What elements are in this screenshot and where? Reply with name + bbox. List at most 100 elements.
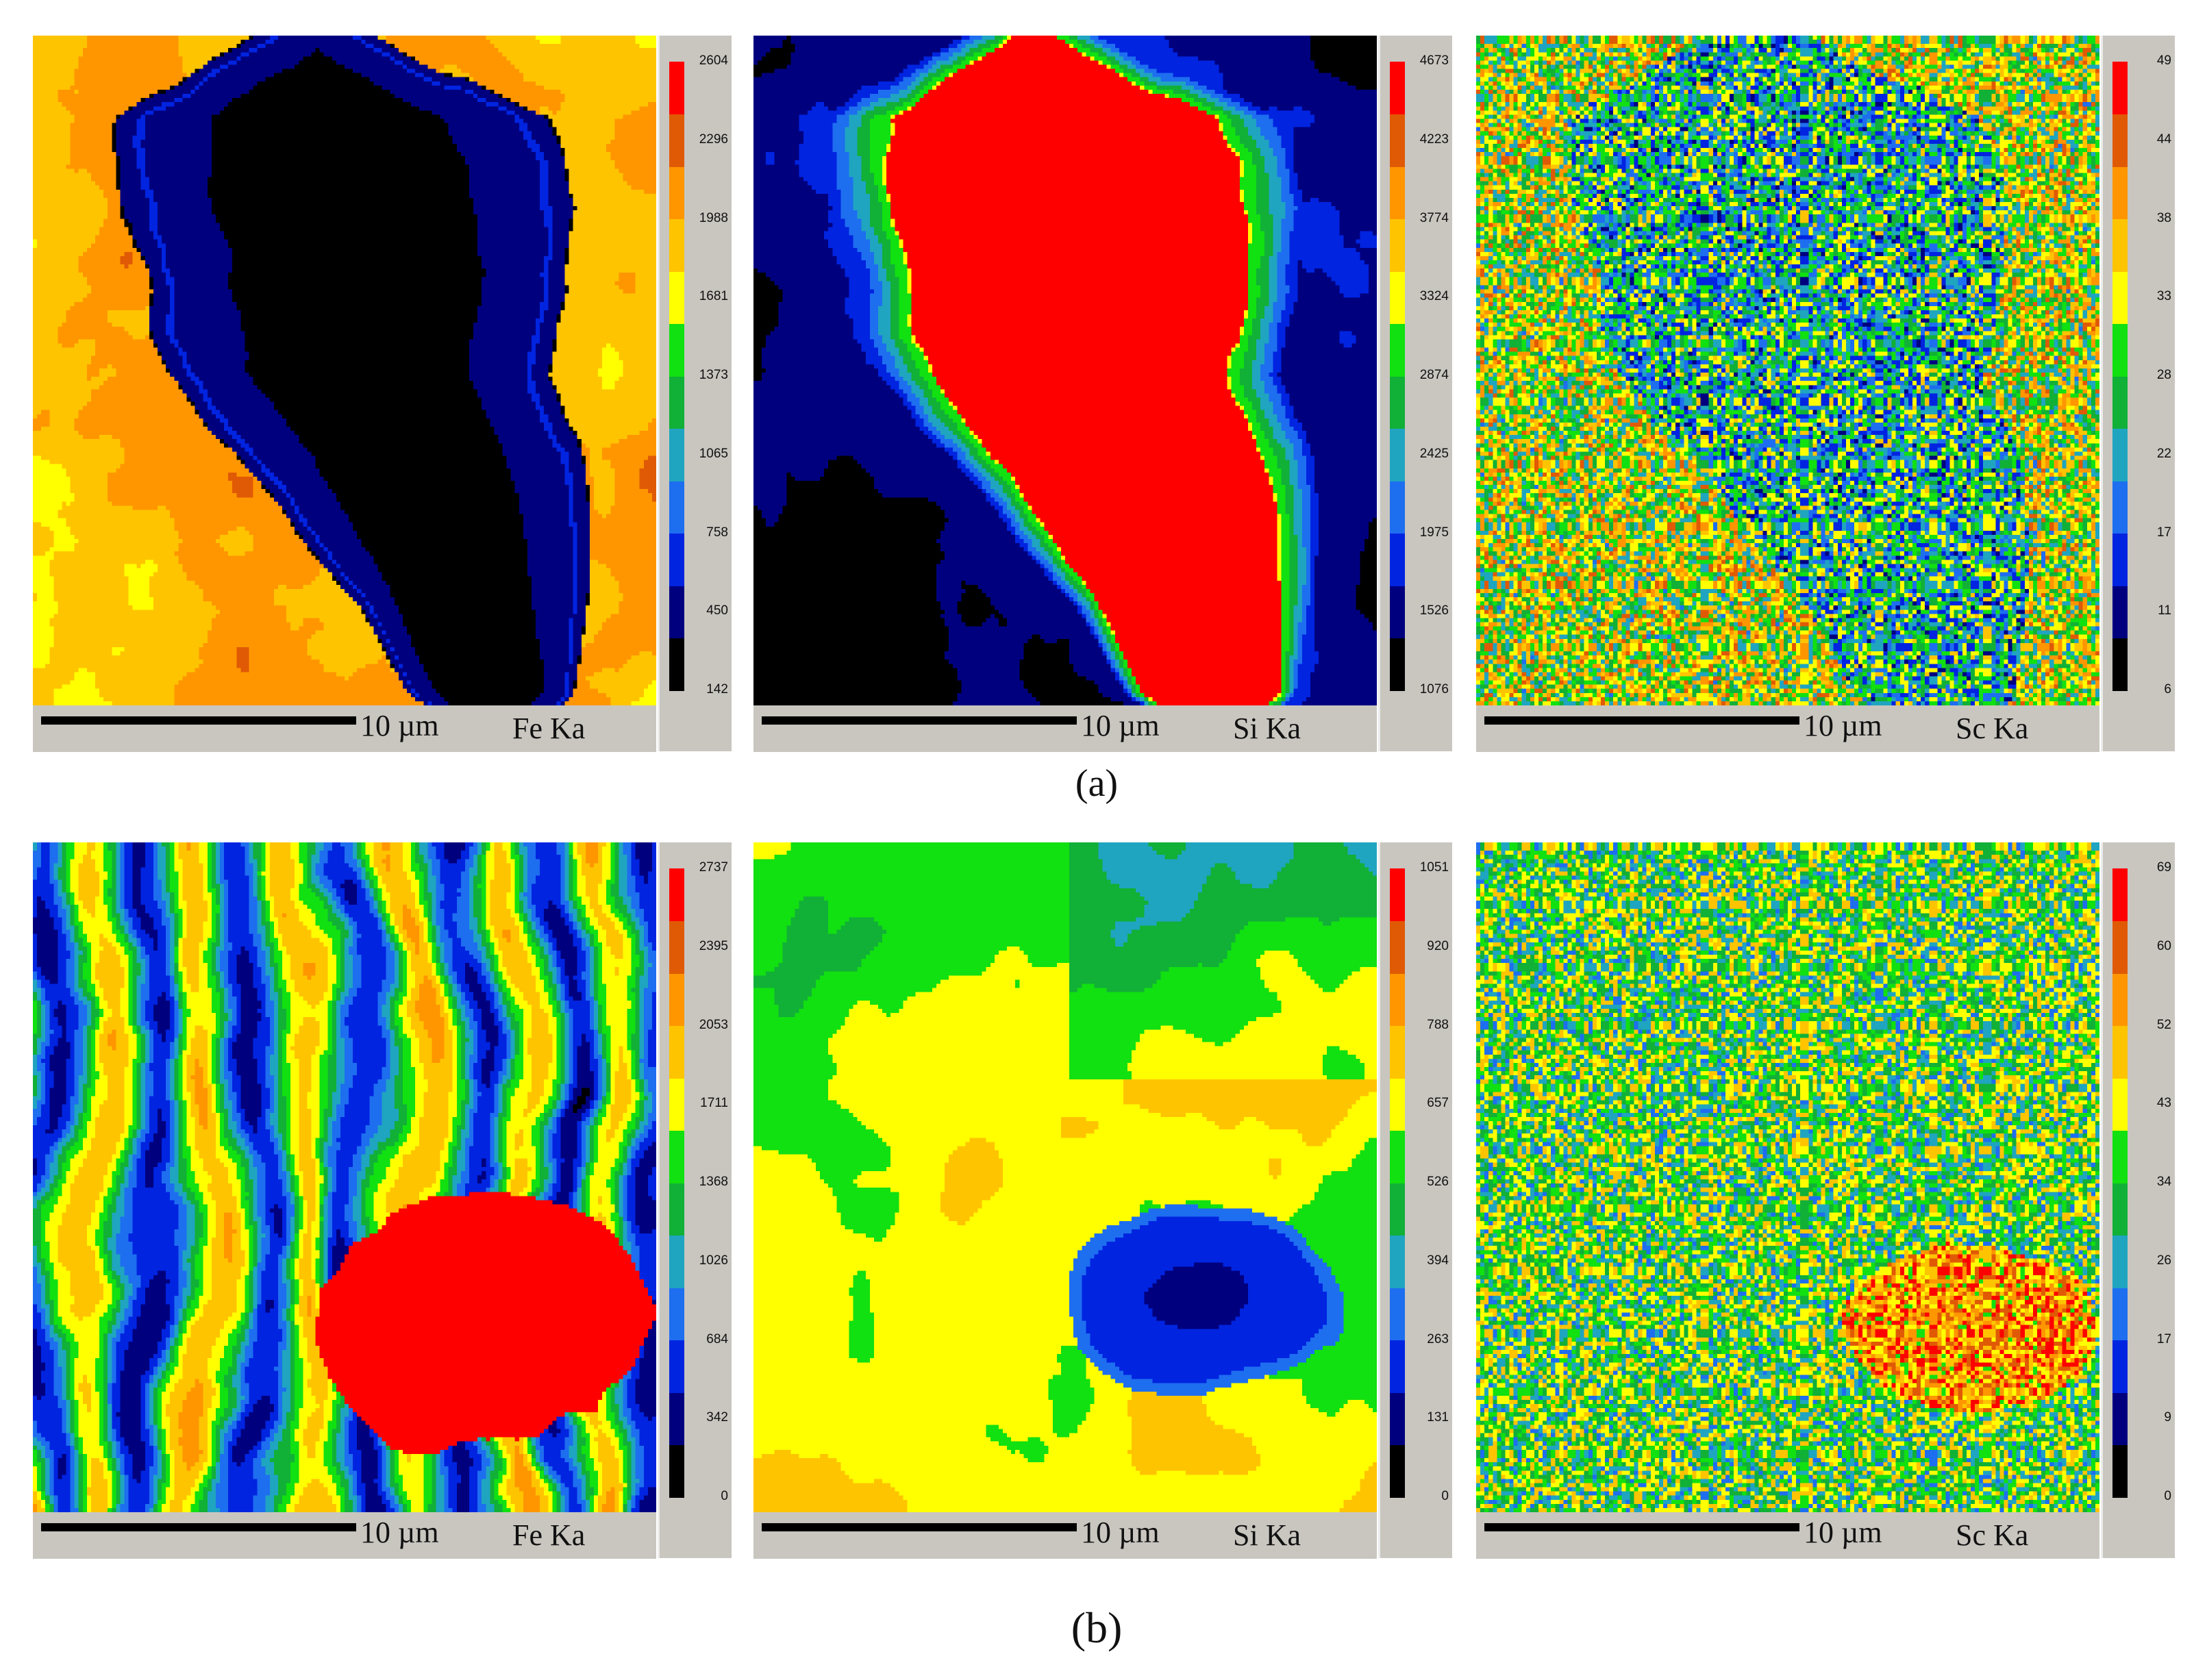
legend-tick-label: 788 <box>1427 1017 1449 1032</box>
legend-swatch <box>669 1183 684 1236</box>
color-scale-legend: 1051 920 788 657 526 394 263 131 0 <box>1378 842 1452 1558</box>
legend-swatch <box>2112 271 2128 324</box>
legend-tick-label: 450 <box>706 603 728 618</box>
map-panel-b-si: 10 µm Si Ka 1051 920 788 657 526 394 263 131 0 <box>753 842 1452 1559</box>
legend-swatch <box>1390 586 1405 638</box>
legend-tick-label: 684 <box>706 1331 728 1346</box>
legend-swatch <box>2112 868 2128 921</box>
legend-tick-label: 26 <box>2156 1253 2171 1268</box>
legend-swatch <box>669 1444 684 1498</box>
color-scale-legend: 4673 4223 3774 3324 2874 2425 1975 1526 1076 <box>1378 36 1452 751</box>
legend-swatch <box>669 586 684 638</box>
legend-tick-label: 2604 <box>699 53 728 68</box>
legend-tick-label: 9 <box>2164 1410 2171 1425</box>
scale-bar-label: 10 µm <box>1081 709 1160 742</box>
legend-tick-label: 1681 <box>699 289 728 304</box>
caption-a: (a) <box>1075 762 1119 805</box>
scale-bar <box>762 1523 1077 1531</box>
legend-swatch <box>1390 1183 1405 1236</box>
element-map-image <box>753 842 1377 1512</box>
legend-tick-label: 657 <box>1427 1096 1449 1111</box>
legend-swatch <box>669 638 684 691</box>
legend-swatch <box>1390 1235 1405 1288</box>
legend-swatch <box>1390 323 1405 377</box>
element-map-image <box>33 36 656 705</box>
legend-swatch <box>1390 1392 1405 1445</box>
legend-swatch <box>2112 1078 2128 1131</box>
legend-tick-label: 4673 <box>1419 53 1449 68</box>
legend-swatch <box>2112 481 2128 534</box>
legend-swatch <box>1390 1340 1405 1393</box>
legend-swatch <box>669 271 684 324</box>
scale-bar <box>41 1523 356 1531</box>
legend-swatch <box>1390 166 1405 219</box>
legend-tick-label: 0 <box>2164 1489 2171 1503</box>
legend-tick-label: 3324 <box>1419 289 1449 304</box>
color-scale-legend: 69 60 52 43 34 26 17 9 0 <box>2101 842 2175 1558</box>
legend-swatch <box>1390 114 1405 167</box>
legend-swatch <box>669 1392 684 1445</box>
scale-bar-label: 10 µm <box>1081 1516 1160 1549</box>
legend-swatch <box>2112 166 2128 219</box>
legend-tick-label: 3774 <box>1419 210 1449 225</box>
legend-swatch <box>2112 1288 2128 1340</box>
legend-tick-label: 22 <box>2156 446 2171 461</box>
legend-swatch <box>669 62 684 114</box>
legend-tick-label: 1975 <box>1419 525 1449 540</box>
legend-swatch <box>669 1078 684 1131</box>
legend-tick-label: 49 <box>2156 53 2171 68</box>
legend-tick-label: 69 <box>2156 860 2171 875</box>
element-label: Si Ka <box>1233 1518 1301 1552</box>
legend-swatch <box>1390 973 1405 1026</box>
legend-tick-label: 52 <box>2156 1017 2171 1032</box>
legend-tick-label: 1988 <box>699 210 728 225</box>
legend-swatch <box>669 1235 684 1288</box>
element-map-image <box>1476 36 2099 705</box>
legend-swatch <box>2112 1235 2128 1288</box>
legend-swatch <box>2112 1183 2128 1236</box>
legend-swatch <box>1390 481 1405 534</box>
legend-tick-label: 11 <box>2158 603 2171 618</box>
legend-swatch <box>2112 973 2128 1026</box>
legend-swatch <box>1390 428 1405 481</box>
map-panel-a-sc: 10 µm Sc Ka 49 44 38 33 28 22 17 11 6 <box>1476 36 2175 752</box>
scale-bar <box>762 716 1077 725</box>
legend-tick-label: 2395 <box>699 938 728 953</box>
legend-swatch <box>1390 1444 1405 1498</box>
legend-swatch <box>2112 1340 2128 1393</box>
legend-swatch <box>2112 323 2128 377</box>
legend-tick-label: 263 <box>1427 1331 1449 1346</box>
scale-bar <box>1484 1523 1799 1531</box>
legend-swatch <box>1390 638 1405 691</box>
legend-tick-label: 2425 <box>1419 446 1449 461</box>
legend-swatch <box>1390 1288 1405 1340</box>
element-label: Si Ka <box>1233 712 1301 745</box>
legend-swatch <box>669 533 684 586</box>
legend-swatch <box>1390 920 1405 974</box>
map-panel-b-sc: 10 µm Sc Ka 69 60 52 43 34 26 17 9 0 <box>1476 842 2175 1559</box>
legend-tick-label: 1373 <box>699 368 728 382</box>
legend-swatch <box>669 973 684 1026</box>
legend-tick-label: 17 <box>2156 1331 2171 1346</box>
legend-tick-label: 1526 <box>1419 603 1449 618</box>
legend-swatch <box>1390 1078 1405 1131</box>
legend-swatch <box>669 376 684 429</box>
scale-bar <box>41 716 356 725</box>
map-panel-b-fe: 10 µm Fe Ka 2737 2395 2053 1711 1368 1026 684 342… <box>33 842 732 1559</box>
map-footer: 10 µm Sc Ka <box>1476 705 2099 752</box>
legend-tick-label: 1711 <box>700 1096 728 1111</box>
legend-tick-label: 43 <box>2156 1096 2171 1111</box>
legend-swatch <box>669 166 684 219</box>
legend-swatch <box>2112 586 2128 638</box>
legend-tick-label: 1026 <box>699 1253 728 1268</box>
legend-tick-label: 131 <box>1427 1410 1449 1425</box>
map-footer: 10 µm Fe Ka <box>33 1512 656 1559</box>
color-scale-legend: 49 44 38 33 28 22 17 11 6 <box>2101 36 2175 751</box>
legend-swatch <box>669 323 684 377</box>
map-footer: 10 µm Si Ka <box>753 705 1377 752</box>
caption-b: (b) <box>1071 1603 1123 1652</box>
legend-swatch <box>669 428 684 481</box>
legend-swatch <box>2112 62 2128 114</box>
legend-tick-label: 4223 <box>1419 131 1449 147</box>
legend-swatch <box>2112 1392 2128 1445</box>
